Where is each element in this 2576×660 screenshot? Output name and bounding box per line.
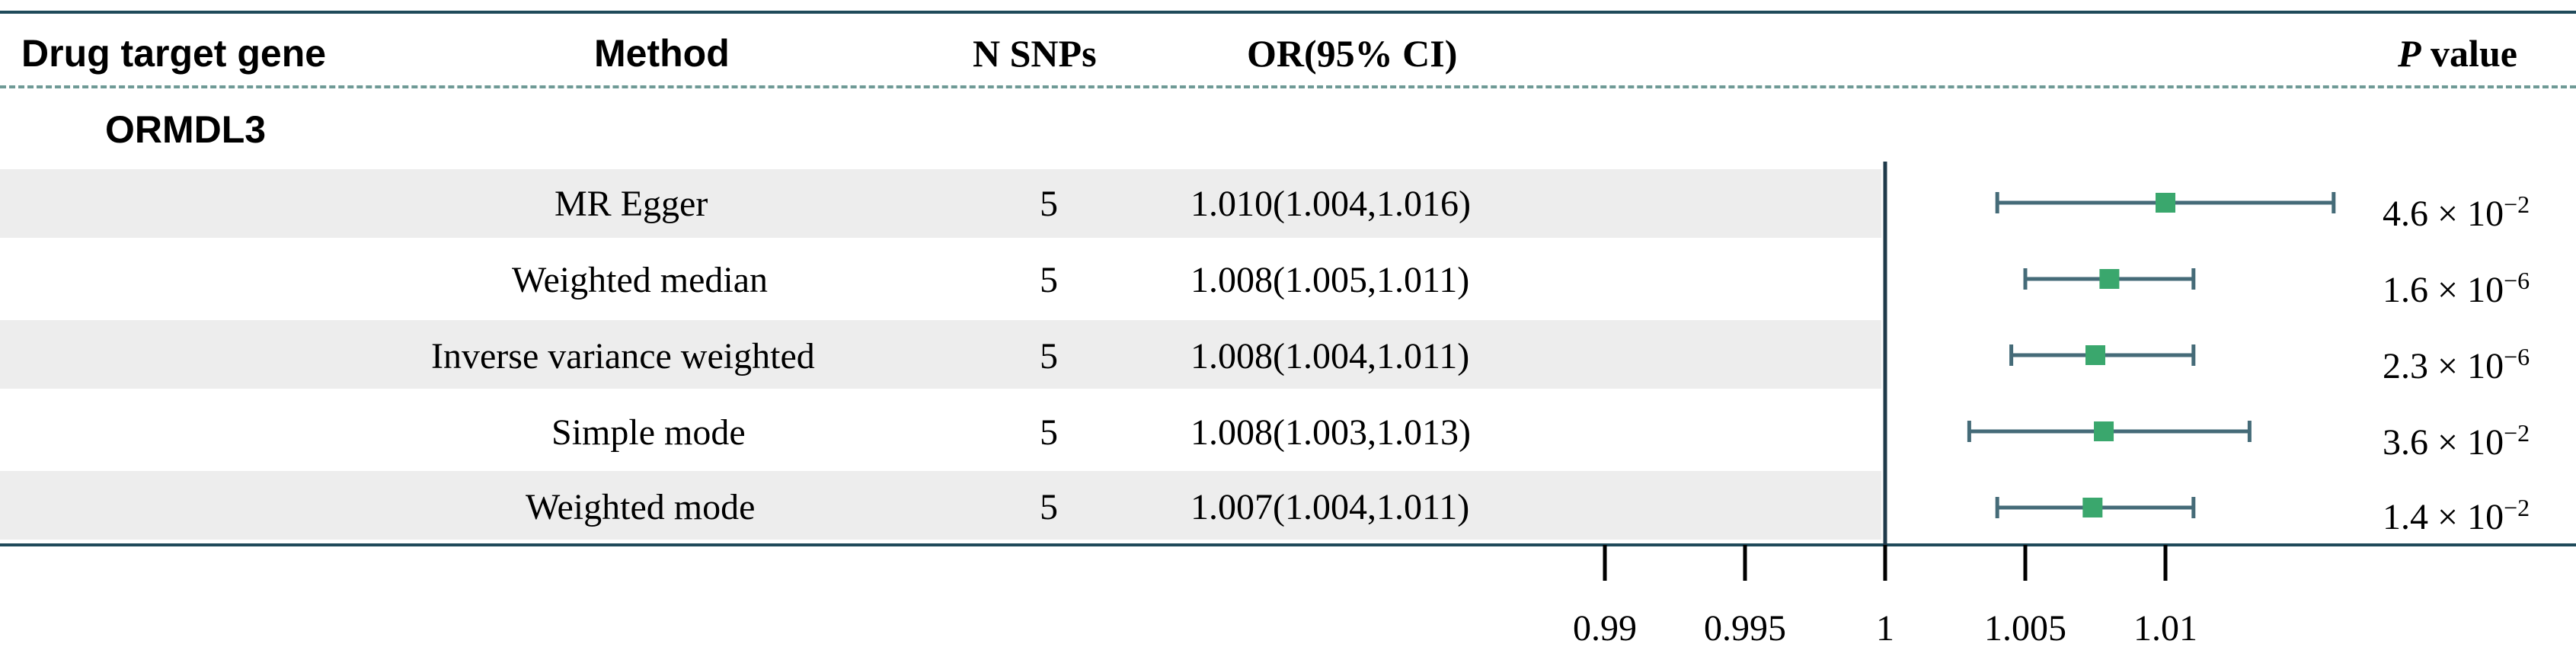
row-band-5 (0, 471, 1881, 540)
header-p-rest: value (2421, 32, 2517, 75)
method-cell: Weighted mode (526, 487, 756, 527)
header-drug-target-gene: Drug target gene (21, 32, 327, 75)
row-band-1 (0, 169, 1881, 238)
or-point (2082, 498, 2103, 517)
p-mantissa: 1.6 (2383, 270, 2428, 310)
method-cell: Simple mode (551, 412, 746, 453)
method-cell: Inverse variance weighted (431, 336, 815, 376)
p-value-cell: 1.4 × 10−2 (2383, 494, 2530, 537)
or-ci-cell: 1.008(1.003,1.013) (1191, 412, 1471, 453)
p-value-cell: 4.6 × 10−2 (2383, 191, 2530, 234)
row-band-3 (0, 320, 1881, 389)
p-exponent: −2 (2504, 419, 2530, 447)
nsnp-cell: 5 (1040, 487, 1058, 527)
p-exponent: −6 (2504, 267, 2530, 294)
header-method: Method (594, 32, 730, 75)
p-exponent: −2 (2504, 494, 2530, 521)
or-ci-cell: 1.010(1.004,1.016) (1191, 184, 1471, 224)
header-n-snps: N SNPs (973, 32, 1097, 75)
axis-tick-label: 1.005 (1984, 608, 2066, 649)
p-value-cell: 1.6 × 10−6 (2383, 267, 2530, 310)
axis-tick-label: 1 (1876, 608, 1894, 649)
method-cell: MR Egger (555, 184, 708, 224)
header-dashed-rule (0, 85, 2576, 88)
p-exponent: −2 (2504, 191, 2530, 218)
or-ci-cell: 1.007(1.004,1.011) (1191, 487, 1470, 527)
p-mantissa: 4.6 (2383, 194, 2428, 234)
gene-label: ORMDL3 (105, 108, 267, 151)
axis-tick-label: 1.01 (2133, 608, 2197, 649)
nsnp-cell: 5 (1040, 336, 1058, 376)
p-exponent: −6 (2504, 343, 2530, 370)
top-rule (0, 11, 2576, 14)
bottom-rule (0, 543, 2576, 546)
nsnp-cell: 5 (1040, 412, 1058, 453)
or-ci-cell: 1.008(1.004,1.011) (1191, 336, 1470, 376)
axis-tick-label: 0.995 (1704, 608, 1786, 649)
p-mantissa: 1.4 (2383, 497, 2428, 537)
or-point (2099, 269, 2120, 289)
p-mantissa: 3.6 (2383, 422, 2428, 463)
or-point (2085, 345, 2105, 365)
or-point (2094, 421, 2114, 441)
or-point (2156, 193, 2175, 213)
or-ci-cell: 1.008(1.005,1.011) (1191, 260, 1470, 300)
p-mantissa: 2.3 (2383, 346, 2428, 386)
nsnp-cell: 5 (1040, 184, 1058, 224)
header-or-ci: OR(95% CI) (1247, 32, 1458, 75)
nsnp-cell: 5 (1040, 260, 1058, 300)
header-p-value: P value (2398, 29, 2517, 78)
header-p-letter: P (2398, 32, 2421, 75)
axis-tick-label: 0.99 (1573, 608, 1637, 649)
method-cell: Weighted median (512, 260, 769, 300)
p-value-cell: 3.6 × 10−2 (2383, 419, 2530, 463)
p-value-cell: 2.3 × 10−6 (2383, 343, 2530, 386)
